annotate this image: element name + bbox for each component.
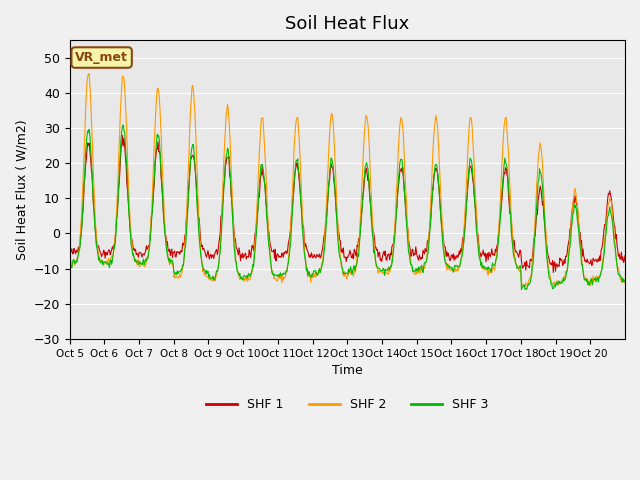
SHF 1	[282, 248, 290, 254]
SHF 2	[132, 257, 140, 263]
Y-axis label: Soil Heat Flux ( W/m2): Soil Heat Flux ( W/m2)	[15, 119, 28, 260]
SHF 2	[261, 153, 269, 158]
SHF 2	[405, 249, 413, 255]
SHF 1	[118, 132, 126, 138]
SHF 1	[621, 252, 629, 258]
SHF 1	[436, 204, 444, 210]
SHF 1	[550, 270, 557, 276]
SHF 2	[66, 261, 74, 267]
SHF 3	[234, 269, 241, 275]
SHF 2	[234, 267, 241, 273]
Line: SHF 2: SHF 2	[70, 74, 625, 288]
Legend: SHF 1, SHF 2, SHF 3: SHF 1, SHF 2, SHF 3	[201, 394, 494, 416]
SHF 3	[436, 208, 444, 214]
SHF 3	[132, 256, 140, 262]
SHF 3	[261, 186, 269, 192]
Text: VR_met: VR_met	[76, 51, 128, 64]
Title: Soil Heat Flux: Soil Heat Flux	[285, 15, 410, 33]
SHF 1	[261, 183, 269, 189]
X-axis label: Time: Time	[332, 364, 363, 377]
SHF 1	[132, 246, 140, 252]
SHF 3	[518, 287, 525, 292]
SHF 2	[520, 285, 528, 290]
Line: SHF 3: SHF 3	[70, 125, 625, 289]
SHF 3	[120, 122, 127, 128]
SHF 2	[84, 71, 92, 77]
SHF 2	[436, 183, 444, 189]
SHF 3	[282, 268, 290, 274]
Line: SHF 1: SHF 1	[70, 135, 625, 273]
SHF 3	[405, 252, 413, 257]
SHF 2	[282, 268, 290, 274]
SHF 1	[66, 249, 74, 255]
SHF 2	[621, 280, 629, 286]
SHF 3	[621, 277, 629, 283]
SHF 1	[405, 242, 413, 248]
SHF 3	[66, 259, 74, 265]
SHF 1	[234, 248, 241, 254]
